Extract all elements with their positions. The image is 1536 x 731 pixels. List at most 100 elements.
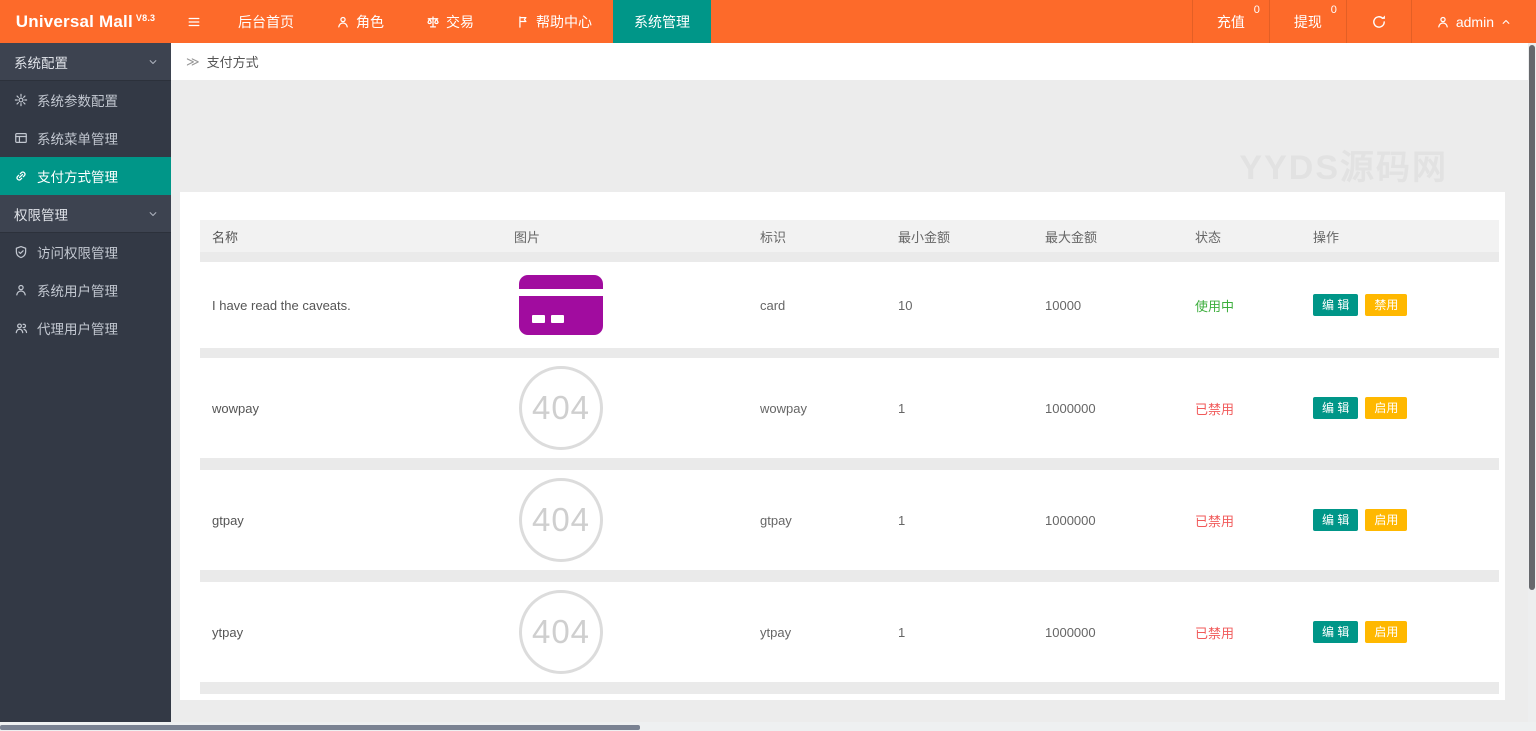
payment-max: 10000 [1045, 297, 1082, 313]
nav-system-management[interactable]: 系统管理 [613, 0, 711, 43]
enable-button[interactable]: 启用 [1365, 397, 1408, 419]
chevron-up-icon [1500, 16, 1512, 28]
col-header-min: 最小金额 [898, 229, 951, 245]
sidebar-item-label: 系统菜单管理 [37, 132, 118, 147]
col-header-max: 最大金额 [1045, 229, 1098, 245]
col-header-status: 状态 [1195, 229, 1222, 245]
nav-dashboard-label: 后台首页 [238, 13, 294, 30]
watermark: YYDS源码网 [1239, 149, 1448, 187]
table-row: wowpay 404 wowpay 1 1000000 已禁用 编 辑 启用 [200, 358, 1499, 458]
payment-max: 1000000 [1045, 624, 1096, 640]
payment-status-cell: 已禁用 [1183, 623, 1301, 642]
sidebar-item-label: 代理用户管理 [37, 322, 118, 337]
payment-actions-cell: 编 辑 启用 [1301, 397, 1499, 419]
enable-button[interactable]: 启用 [1365, 509, 1408, 531]
credit-card-icon [519, 275, 603, 335]
status-badge: 已禁用 [1195, 625, 1235, 641]
breadcrumb: ≫ 支付方式 [171, 43, 1536, 80]
vertical-scrollbar[interactable] [1528, 43, 1536, 731]
payment-status-cell: 已禁用 [1183, 399, 1301, 418]
payment-image-cell: 404 [502, 478, 748, 562]
sidebar-item-system-users[interactable]: 系统用户管理 [0, 271, 171, 309]
status-badge: 使用中 [1195, 298, 1235, 314]
users-icon [14, 321, 28, 335]
brand-name: Universal Mall [15, 11, 133, 31]
enable-button[interactable]: 启用 [1365, 621, 1408, 643]
col-header-code: 标识 [760, 229, 787, 245]
sidebar-item-payment-methods[interactable]: 支付方式管理 [0, 157, 171, 195]
nav-trade[interactable]: 交易 [405, 0, 495, 43]
sidebar-item-system-menu[interactable]: 系统菜单管理 [0, 119, 171, 157]
table-row: I have read the caveats. card 10 10000 使… [200, 262, 1499, 348]
sidebar-item-label: 支付方式管理 [37, 170, 118, 185]
payment-status-cell: 已禁用 [1183, 511, 1301, 530]
payment-actions-cell: 编 辑 启用 [1301, 509, 1499, 531]
group-label: 系统配置 [14, 55, 68, 71]
gear-icon [14, 93, 28, 107]
horizontal-scrollbar-thumb[interactable] [0, 725, 640, 730]
status-badge: 已禁用 [1195, 513, 1235, 529]
table-footer-strip [200, 682, 1499, 694]
top-navigation: 后台首页 角色 交易 帮助中心 系统管理 [217, 0, 711, 43]
sidebar-item-label: 系统用户管理 [37, 284, 118, 299]
table-row: gtpay 404 gtpay 1 1000000 已禁用 编 辑 启用 [200, 470, 1499, 570]
nav-help-label: 帮助中心 [536, 13, 592, 30]
payment-image-cell: 404 [502, 590, 748, 674]
recharge-label: 充值 [1216, 13, 1245, 30]
sidebar-item-label: 系统参数配置 [37, 94, 118, 109]
chevron-down-icon [147, 56, 159, 68]
payment-name: I have read the caveats. [212, 297, 351, 313]
hamburger-icon[interactable] [171, 0, 217, 43]
recharge-badge: 0 [1253, 4, 1260, 16]
username: admin [1455, 13, 1494, 30]
payment-code: wowpay [760, 400, 807, 416]
withdraw-button[interactable]: 提现 0 [1268, 0, 1346, 43]
refresh-button[interactable] [1345, 0, 1411, 43]
edit-button[interactable]: 编 辑 [1313, 509, 1359, 531]
sidebar-item-access-permissions[interactable]: 访问权限管理 [0, 233, 171, 271]
brand-logo: Universal Mall V8.3 [0, 0, 171, 43]
edit-button[interactable]: 编 辑 [1313, 621, 1359, 643]
person-icon [336, 15, 350, 29]
edit-button[interactable]: 编 辑 [1313, 294, 1359, 316]
user-menu[interactable]: admin [1410, 0, 1536, 43]
sidebar-item-agent-users[interactable]: 代理用户管理 [0, 309, 171, 347]
payment-code: ytpay [760, 624, 792, 640]
nav-roles[interactable]: 角色 [315, 0, 405, 43]
nav-help-center[interactable]: 帮助中心 [495, 0, 613, 43]
sidebar: 系统配置 系统参数配置 系统菜单管理 支付方式管理 权限管理 [0, 43, 171, 722]
disable-button[interactable]: 禁用 [1365, 294, 1408, 316]
payment-code: card [760, 297, 786, 313]
sidebar-group-system-config[interactable]: 系统配置 [0, 43, 171, 81]
withdraw-label: 提现 [1293, 13, 1322, 30]
sidebar-item-system-params[interactable]: 系统参数配置 [0, 81, 171, 119]
payment-max: 1000000 [1045, 512, 1096, 528]
person-icon [1436, 15, 1450, 29]
nav-dashboard[interactable]: 后台首页 [217, 0, 315, 43]
chevron-down-icon [147, 208, 159, 220]
main-content: YYDS源码网 名称 图片 标识 最小金额 最大金额 状态 操作 I have … [171, 80, 1536, 722]
status-badge: 已禁用 [1195, 401, 1235, 417]
table-header: 名称 图片 标识 最小金额 最大金额 状态 操作 [200, 220, 1499, 252]
sidebar-group-permissions[interactable]: 权限管理 [0, 195, 171, 233]
row-separator [200, 458, 1499, 470]
payment-code: gtpay [760, 512, 792, 528]
breadcrumb-marker: ≫ [186, 53, 200, 69]
payment-min: 1 [898, 512, 906, 528]
image-placeholder-404: 404 [519, 478, 603, 562]
nav-roles-label: 角色 [356, 13, 384, 30]
row-separator [200, 570, 1499, 582]
row-separator [200, 348, 1499, 358]
horizontal-scrollbar[interactable] [0, 722, 1536, 731]
recharge-button[interactable]: 充值 0 [1191, 0, 1269, 43]
edit-button[interactable]: 编 辑 [1313, 397, 1359, 419]
col-header-name: 名称 [212, 229, 239, 245]
link-icon [14, 169, 28, 183]
vertical-scrollbar-thumb[interactable] [1529, 45, 1535, 590]
payment-image-cell [502, 275, 748, 335]
withdraw-badge: 0 [1330, 4, 1337, 16]
menu-icon [14, 131, 28, 145]
col-header-image: 图片 [514, 229, 541, 245]
group-label: 权限管理 [14, 207, 68, 223]
